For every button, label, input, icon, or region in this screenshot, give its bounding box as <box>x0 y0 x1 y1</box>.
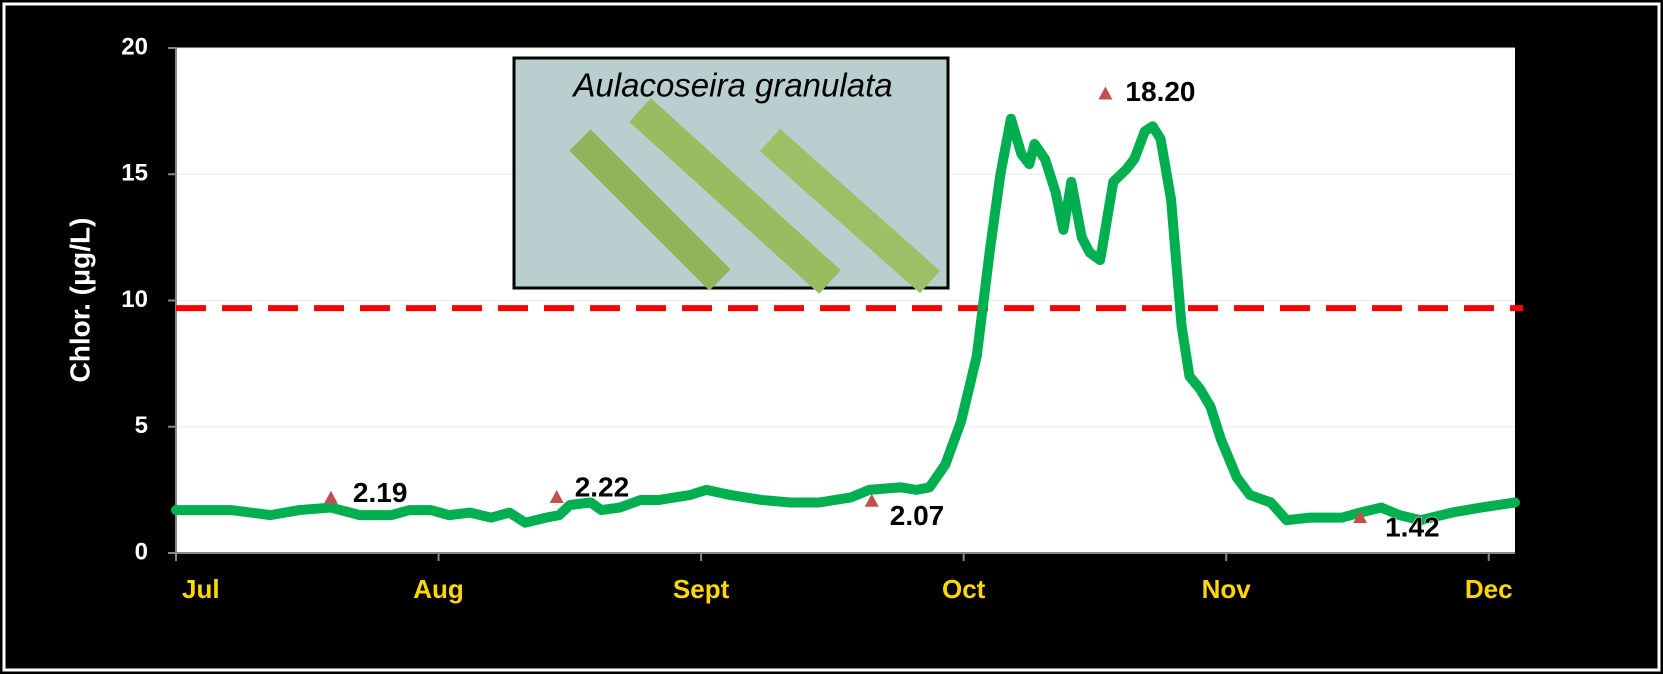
y-tick-label: 20 <box>121 33 148 60</box>
data-label: 1.42 <box>1385 512 1440 543</box>
x-tick-label: Jul <box>182 574 220 604</box>
y-tick-label: 5 <box>135 412 148 439</box>
y-axis-label: Chlor. (μg/L) <box>64 218 95 383</box>
data-label: 2.22 <box>575 471 630 502</box>
y-tick-label: 0 <box>135 538 148 565</box>
inset-label: Aulacoseira granulata <box>571 67 892 104</box>
x-tick-label: Nov <box>1202 574 1252 604</box>
x-tick-label: Dec <box>1465 574 1513 604</box>
y-tick-label: 15 <box>121 160 148 187</box>
x-tick-label: Sept <box>673 574 730 604</box>
data-label: 2.07 <box>890 500 945 531</box>
chart: Chlor. (μg/L) 0 5 10 15 20 Jul Aug Sept Oct Nov De… <box>0 0 1663 674</box>
data-label: 18.20 <box>1125 76 1195 107</box>
x-tick-label: Oct <box>942 574 986 604</box>
y-tick-label: 10 <box>121 286 148 313</box>
inset-photo: Aulacoseira granulata <box>514 58 948 288</box>
data-label: 2.19 <box>353 477 408 508</box>
x-tick-label: Aug <box>413 574 464 604</box>
